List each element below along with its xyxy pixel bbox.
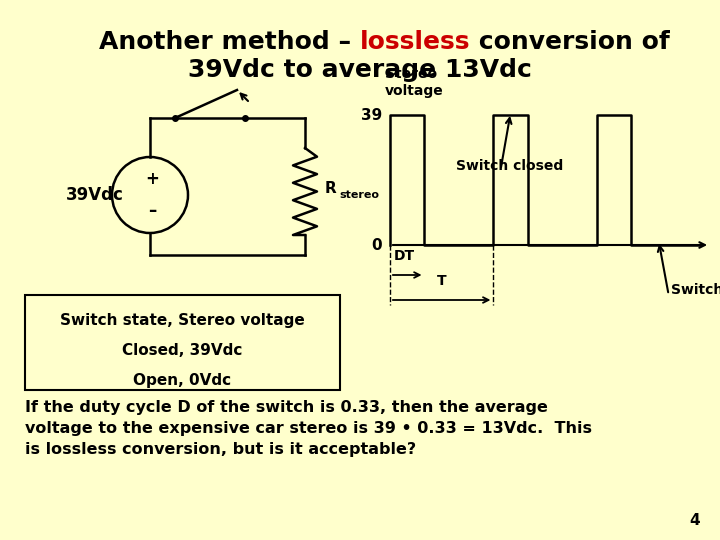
Text: 39: 39 — [361, 107, 382, 123]
Text: lossless: lossless — [360, 30, 470, 54]
Text: 0: 0 — [372, 238, 382, 253]
Text: 39Vdc: 39Vdc — [66, 186, 124, 204]
Text: +: + — [145, 170, 159, 188]
Text: Switch closed: Switch closed — [456, 159, 563, 173]
Text: Open, 0Vdc: Open, 0Vdc — [133, 373, 232, 388]
Text: 4: 4 — [689, 513, 700, 528]
Text: If the duty cycle D of the switch is 0.33, then the average
voltage to the expen: If the duty cycle D of the switch is 0.3… — [25, 400, 592, 457]
Text: DT: DT — [394, 249, 415, 263]
Bar — [25, 295, 340, 390]
Text: –: – — [148, 202, 156, 220]
Text: conversion of: conversion of — [470, 30, 670, 54]
Text: R: R — [325, 181, 337, 196]
Text: 39Vdc to average 13Vdc: 39Vdc to average 13Vdc — [188, 58, 532, 82]
Text: Stereo
voltage: Stereo voltage — [385, 67, 444, 98]
Text: stereo: stereo — [339, 191, 379, 200]
Text: Closed, 39Vdc: Closed, 39Vdc — [122, 343, 243, 358]
Text: Switch open: Switch open — [670, 283, 720, 297]
Text: T: T — [437, 274, 446, 288]
Text: Switch state, Stereo voltage: Switch state, Stereo voltage — [60, 313, 305, 328]
Text: Another method –: Another method – — [99, 30, 360, 54]
